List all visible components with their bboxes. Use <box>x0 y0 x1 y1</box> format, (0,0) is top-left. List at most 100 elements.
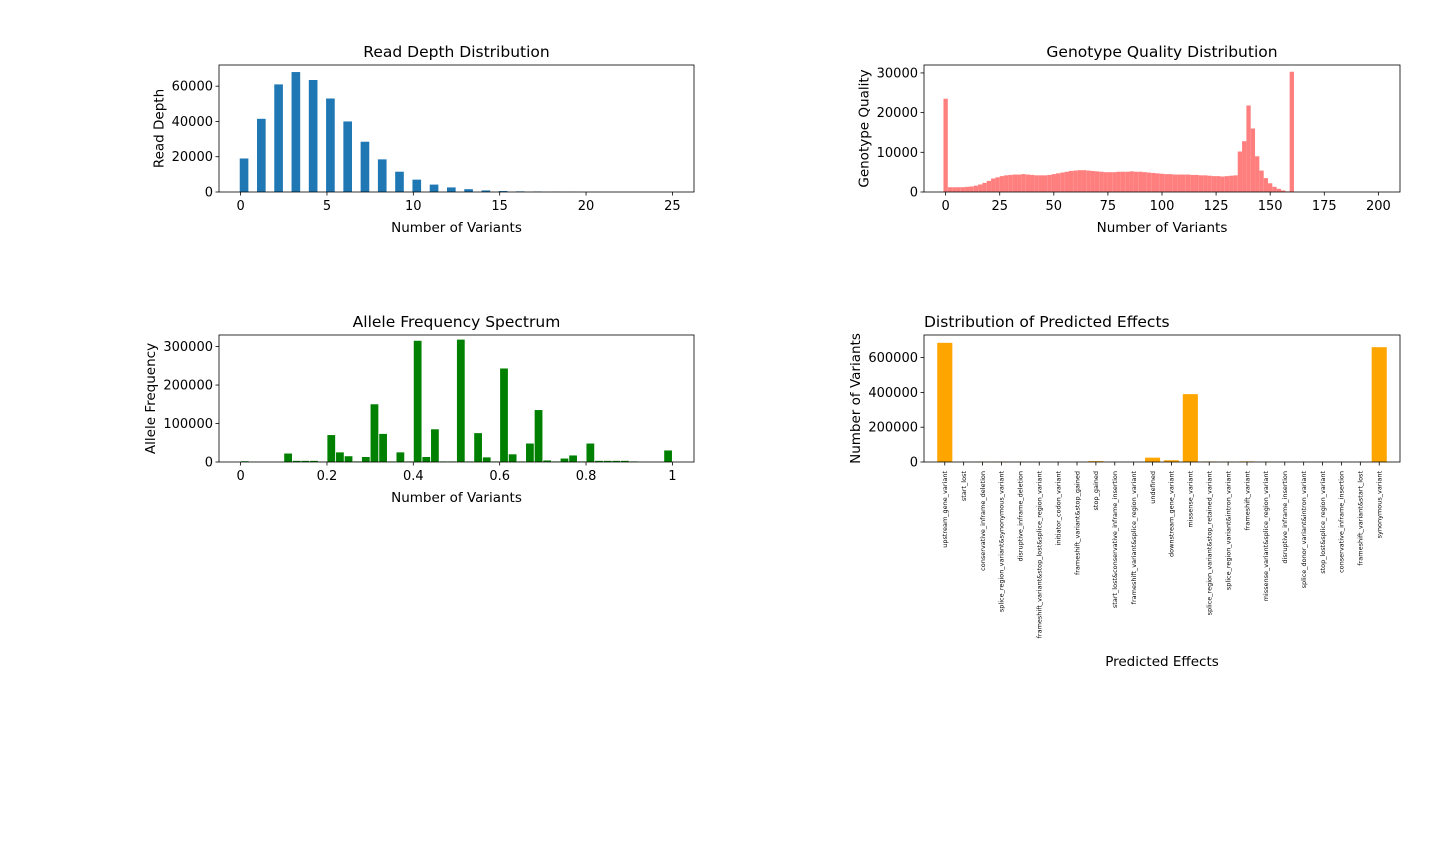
x-tick-label: conservative_inframe_insertion <box>1338 471 1346 573</box>
x-tick-label: 10 <box>405 199 422 214</box>
bar <box>982 182 987 192</box>
chart-2: 0 10000 20000 30000 0 25 50 75 100 125 150 175 200 Ge… <box>857 43 1401 236</box>
y-tick-label: 20000 <box>172 150 213 165</box>
x-tick-label: downstream_gene_variant <box>1168 471 1176 557</box>
bar <box>1185 174 1191 192</box>
x-tick-label: 0.2 <box>317 469 338 484</box>
bar <box>274 84 283 192</box>
x-tick-label: 25 <box>991 199 1008 214</box>
bar <box>1177 174 1182 192</box>
bar <box>1129 171 1134 192</box>
bar <box>1216 176 1221 192</box>
x-tick-label: start_lost <box>960 471 968 502</box>
x-tick-label: undefined <box>1149 471 1157 504</box>
bar <box>1004 175 1009 192</box>
bar <box>1145 457 1161 462</box>
bar <box>412 179 422 192</box>
bar <box>1263 178 1269 192</box>
bar <box>1268 183 1273 192</box>
bar <box>1172 174 1178 192</box>
y-tick-label: 400000 <box>868 386 918 401</box>
x-tick-label: splice_region_variant&stop_retained_vari… <box>1206 471 1214 616</box>
x-tick-label: missense_variant <box>1187 471 1195 528</box>
x-axis-label: Number of Variants <box>1097 220 1228 236</box>
bar <box>422 456 431 462</box>
bar <box>1164 174 1169 192</box>
bar <box>1242 141 1247 192</box>
bar <box>1181 174 1186 192</box>
x-tick-label: 150 <box>1258 199 1283 214</box>
chart-title: Allele Frequency Spectrum <box>353 313 561 331</box>
bar <box>396 452 405 462</box>
bar <box>1025 174 1031 192</box>
bar <box>534 410 543 462</box>
x-tick-label: synonymous_variant <box>1376 471 1384 539</box>
y-tick-label: 20000 <box>877 106 918 121</box>
bar <box>343 121 352 192</box>
bar <box>991 178 996 192</box>
bar <box>481 190 491 192</box>
bar <box>379 433 387 462</box>
bar <box>965 186 970 192</box>
bar <box>1038 175 1043 192</box>
x-tick-label: 0 <box>236 199 244 214</box>
bar <box>1068 170 1074 192</box>
bar <box>1043 175 1048 192</box>
x-tick-label: 0.4 <box>403 469 424 484</box>
x-tick-label: frameshift_variant <box>1243 471 1251 531</box>
x-tick-label: conservative_inframe_deletion <box>979 471 987 571</box>
y-tick-label: 60000 <box>172 80 213 95</box>
bar <box>947 187 953 192</box>
bar <box>1112 172 1117 192</box>
y-tick-label: 0 <box>910 456 918 471</box>
x-tick-label: initiator_codon_variant <box>1054 471 1062 546</box>
bar <box>1012 174 1018 192</box>
x-tick-label: disruptive_inframe_insertion <box>1281 471 1289 564</box>
bar <box>526 443 534 462</box>
bar <box>1229 175 1234 192</box>
bar <box>1233 175 1238 192</box>
bar <box>1211 176 1217 192</box>
bar <box>1168 174 1173 192</box>
x-axis-label: Predicted Effects <box>1105 654 1219 670</box>
bar <box>361 456 370 462</box>
bar <box>1077 170 1082 192</box>
x-tick-label: 0 <box>941 199 949 214</box>
bar <box>952 187 957 192</box>
bar <box>621 460 629 462</box>
bar <box>1047 174 1052 192</box>
bar <box>291 72 301 192</box>
axes-frame <box>923 334 1401 463</box>
bar <box>1259 170 1264 192</box>
bar <box>1088 461 1104 462</box>
bar <box>474 433 482 462</box>
bar <box>1190 174 1195 192</box>
bar <box>612 460 621 462</box>
bar <box>344 456 353 462</box>
bar <box>1133 171 1139 192</box>
bar <box>1194 174 1199 192</box>
bar <box>395 171 404 192</box>
x-tick-label: frameshift_variant&start_lost <box>1357 471 1365 566</box>
bar <box>664 450 672 462</box>
y-axis-label: Number of Variants <box>848 333 864 464</box>
x-tick-label: frameshift_variant&stop_gained <box>1073 471 1081 575</box>
chart-title: Genotype Quality Distribution <box>1046 43 1277 61</box>
x-tick-label: splice_region_variant&intron_variant <box>1224 471 1232 591</box>
bar <box>1008 174 1013 192</box>
bar <box>413 340 422 462</box>
bar <box>978 184 983 192</box>
chart-4: 0 200000 400000 600000 upstream_gene_variant… <box>848 313 1401 670</box>
bar <box>1138 171 1143 192</box>
y-tick-label: 200000 <box>868 421 918 436</box>
bar <box>1030 174 1035 192</box>
y-tick-label: 0 <box>910 186 918 201</box>
chart-1: 0 20000 40000 60000 0 5 10 15 20 25 Read Depth Dis… <box>152 43 695 236</box>
x-axis-label: Number of Variants <box>391 490 522 506</box>
bar <box>1220 176 1225 192</box>
chart-title: Distribution of Predicted Effects <box>924 313 1170 331</box>
bar <box>1155 173 1160 192</box>
y-tick-label: 600000 <box>868 351 918 366</box>
bar <box>447 187 456 192</box>
x-tick-label: 5 <box>323 199 331 214</box>
